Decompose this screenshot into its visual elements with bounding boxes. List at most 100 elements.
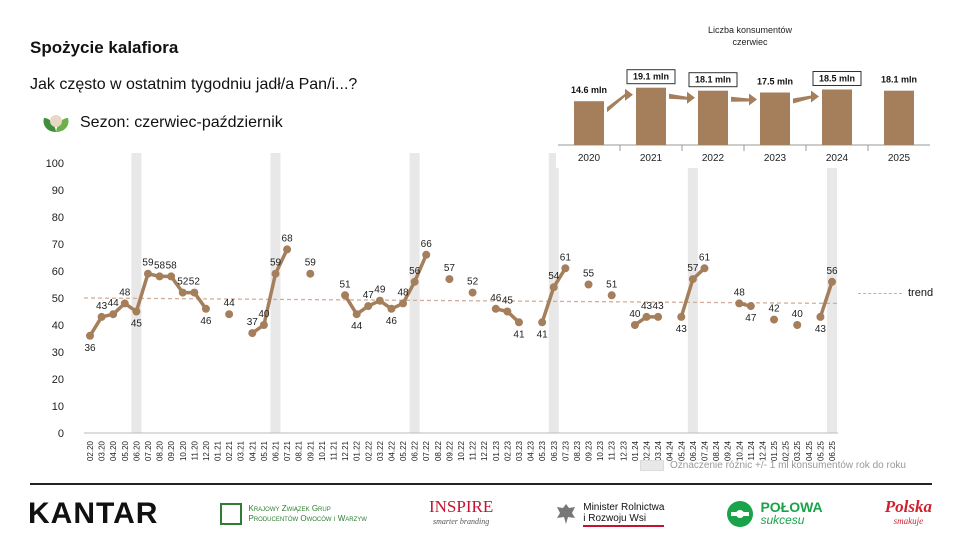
june-shade-band <box>827 153 837 433</box>
inset-title: Liczba konsumentów <box>708 25 793 35</box>
x-tick-label: 04.20 <box>109 440 118 461</box>
x-tick-label: 05.21 <box>260 440 269 461</box>
data-point <box>445 275 454 284</box>
kantar-logo: KANTAR <box>28 497 159 530</box>
shade-legend-swatch <box>640 460 664 471</box>
krzgpoiw-icon <box>220 503 243 525</box>
data-point <box>155 272 164 281</box>
x-tick-label: 10.22 <box>457 440 466 461</box>
data-label: 44 <box>351 321 363 332</box>
x-tick-label: 12.24 <box>758 440 767 461</box>
inset-trend-arrow <box>793 90 819 104</box>
series-segment <box>401 280 417 306</box>
x-tick-label: 04.25 <box>805 440 814 461</box>
trend-legend-label: trend <box>908 287 934 299</box>
x-tick-label: 03.20 <box>98 440 107 461</box>
data-label: 52 <box>177 277 189 288</box>
x-tick-label: 04.24 <box>666 440 675 461</box>
data-point <box>584 280 593 289</box>
x-tick-label: 12.22 <box>480 440 489 461</box>
x-tick-label: 08.20 <box>156 440 165 461</box>
data-label: 37 <box>247 317 259 328</box>
data-point <box>422 250 431 259</box>
x-tick-label: 02.20 <box>86 440 95 461</box>
data-point <box>828 277 836 286</box>
x-tick-label: 03.22 <box>376 440 385 461</box>
x-tick-label: 07.22 <box>422 440 431 461</box>
x-tick-label: 02.25 <box>782 440 791 461</box>
data-label: 41 <box>537 329 549 340</box>
inspire-sub: smarter branding <box>432 517 490 526</box>
x-tick-label: 08.22 <box>434 440 443 461</box>
data-label: 57 <box>444 263 456 274</box>
season-text: Sezon: czerwiec-październik <box>80 114 283 131</box>
data-label: 42 <box>768 304 780 315</box>
x-tick-label: 09.24 <box>724 440 733 461</box>
data-point <box>352 310 361 319</box>
trend-legend: trend <box>858 287 933 299</box>
x-tick-label: 02.22 <box>364 440 373 461</box>
data-label: 43 <box>653 301 665 312</box>
shade-legend-label: Oznaczenie różnic +/- 1 ml konsumentów r… <box>670 460 906 471</box>
krzgpoiw-logo: Krajowy Związek Grup Producentów Owoców … <box>220 503 367 525</box>
data-point <box>607 291 616 300</box>
data-label: 57 <box>687 263 699 274</box>
data-label: 48 <box>397 287 409 298</box>
polowa-sub: sukcesu <box>760 513 805 527</box>
inset-value-label: 19.1 mln <box>633 72 669 82</box>
data-point <box>793 321 802 329</box>
data-label: 46 <box>490 293 502 304</box>
x-tick-label: 08.23 <box>573 440 582 461</box>
x-tick-label: 06.20 <box>132 440 141 461</box>
x-tick-label: 01.25 <box>770 440 779 461</box>
x-tick-label: 09.22 <box>445 440 454 461</box>
y-tick-label: 10 <box>52 401 64 413</box>
data-point <box>167 272 176 281</box>
inset-value-label: 18.1 mln <box>881 75 917 85</box>
x-tick-label: 10.20 <box>179 440 188 461</box>
data-label: 40 <box>258 309 270 320</box>
inset-background <box>556 20 934 168</box>
data-point <box>306 269 315 278</box>
x-tick-label: 06.21 <box>272 440 281 461</box>
data-label: 45 <box>131 319 143 330</box>
data-label: 59 <box>305 258 317 269</box>
inset-label-box <box>688 72 738 88</box>
data-point <box>642 312 651 321</box>
x-tick-label: 05.25 <box>816 440 825 461</box>
data-label: 46 <box>200 316 212 327</box>
x-tick-label: 10.21 <box>318 440 327 461</box>
inset-value-label: 18.5 mln <box>819 74 855 84</box>
x-tick-label: 01.22 <box>353 440 362 461</box>
x-tick-label: 05.23 <box>538 440 547 461</box>
x-tick-label: 02.24 <box>643 440 652 461</box>
inset-category-label: 2024 <box>826 153 849 164</box>
x-tick-label: 10.23 <box>596 440 605 461</box>
data-point <box>248 329 257 338</box>
data-label: 43 <box>96 301 108 312</box>
data-point <box>109 310 118 319</box>
data-point <box>561 264 570 273</box>
y-tick-label: 40 <box>52 320 64 332</box>
inset-trend-arrow <box>607 88 633 113</box>
data-point <box>178 288 187 297</box>
data-point <box>770 315 779 324</box>
june-shade-band <box>131 153 142 433</box>
x-tick-label: 04.22 <box>387 440 396 461</box>
x-tick-label: 01.23 <box>492 440 501 461</box>
polowa-sukcesu-icon <box>727 501 754 527</box>
data-label: 56 <box>409 266 421 277</box>
inset-value-label: 18.1 mln <box>695 75 731 85</box>
x-tick-label: 09.20 <box>167 440 176 461</box>
x-tick-label: 04.23 <box>527 440 536 461</box>
inset-trend-arrow <box>731 93 757 106</box>
x-tick-label: 06.25 <box>828 440 837 461</box>
inset-bar <box>884 90 914 145</box>
data-point <box>132 307 141 316</box>
data-label: 51 <box>340 279 352 290</box>
data-point <box>375 296 384 305</box>
x-tick-label: 11.22 <box>469 440 478 460</box>
data-point <box>364 302 373 311</box>
data-point <box>746 302 755 311</box>
